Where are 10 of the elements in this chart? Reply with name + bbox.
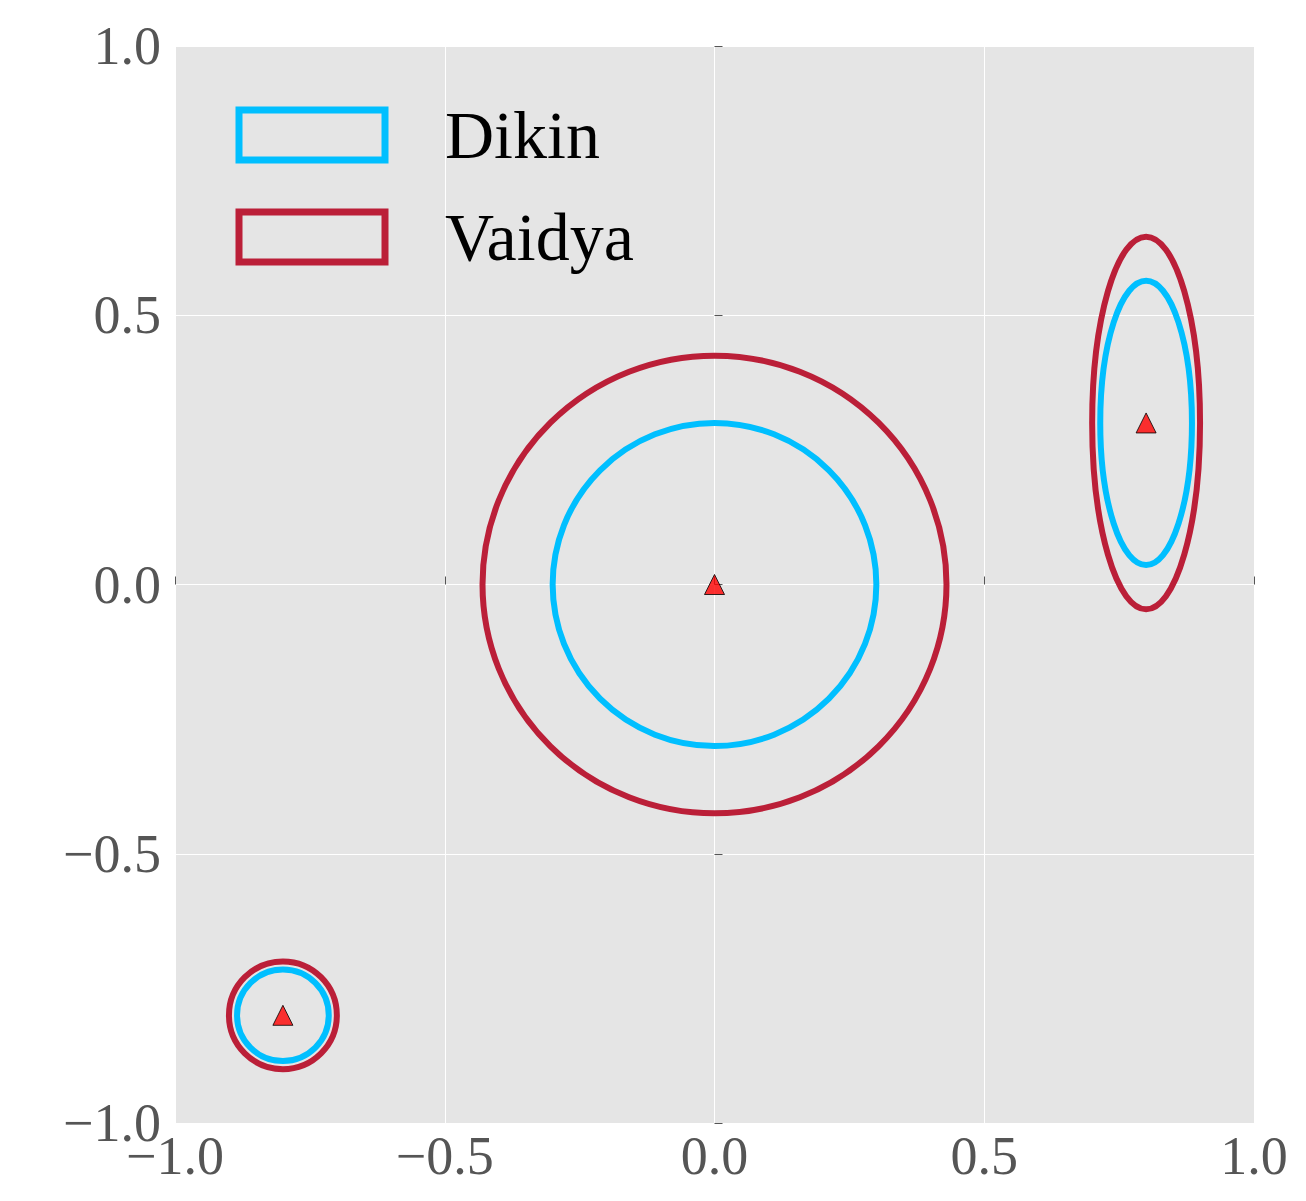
annotation: Vaidya: [445, 199, 634, 275]
y-tick-label: −0.5: [63, 823, 161, 884]
x-tick-label: 1.0: [1220, 1126, 1288, 1186]
x-tick-label: 0.0: [680, 1126, 749, 1186]
y-tick-label: 1.0: [93, 16, 161, 76]
x-tick-label: −0.5: [395, 1126, 494, 1186]
y-tick-label: 0.0: [93, 554, 161, 615]
y-tick-label: 0.5: [93, 285, 161, 346]
x-tick-label: 0.5: [950, 1126, 1018, 1186]
annotation: Dikin: [445, 97, 600, 173]
